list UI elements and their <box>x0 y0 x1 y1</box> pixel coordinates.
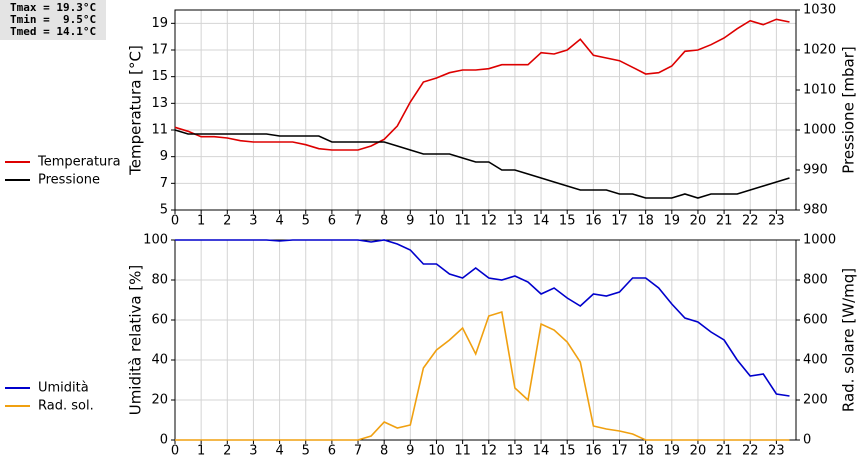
x-tick-label: 21 <box>716 444 733 459</box>
x-tick-label: 10 <box>428 214 445 229</box>
x-tick-label: 9 <box>406 444 414 459</box>
series-line <box>174 18 790 151</box>
y-tick-label: 17 <box>151 43 168 58</box>
y-tick-label: 15 <box>151 69 168 84</box>
x-tick-label: 0 <box>171 444 179 459</box>
x-tick-label: 13 <box>507 444 524 459</box>
series-line <box>174 129 790 199</box>
x-tick-label: 6 <box>328 444 336 459</box>
y2-tick-label: 800 <box>803 273 828 288</box>
x-tick-label: 15 <box>559 214 576 229</box>
y2-tick-label: 990 <box>803 163 828 178</box>
y-tick-label: 0 <box>160 433 168 448</box>
y-tick-label: 7 <box>160 176 168 191</box>
x-tick-label: 8 <box>380 214 388 229</box>
x-tick-label: 5 <box>302 214 310 229</box>
x-tick-label: 10 <box>428 444 445 459</box>
series-line <box>175 310 790 441</box>
y-tick-label: 20 <box>151 393 168 408</box>
y2-tick-label: 1000 <box>803 233 836 248</box>
x-tick-label: 1 <box>197 214 205 229</box>
x-tick-label: 21 <box>716 214 733 229</box>
y-tick-label: 11 <box>151 123 168 138</box>
x-tick-label: 17 <box>611 214 628 229</box>
stat-tmed: Tmed = 14.1°C <box>10 25 96 38</box>
y2-tick-label: 1000 <box>803 123 836 138</box>
x-tick-label: 23 <box>768 444 785 459</box>
x-tick-label: 3 <box>249 214 257 229</box>
plot-frame <box>174 9 797 211</box>
legend-label: Rad. sol. <box>38 399 94 414</box>
x-tick-label: 3 <box>249 444 257 459</box>
x-tick-label: 6 <box>328 214 336 229</box>
y2-tick-label: 1030 <box>803 3 836 18</box>
y-axis-label: Umidità relativa [%] <box>127 265 145 416</box>
x-tick-label: 12 <box>480 214 497 229</box>
y-tick-label: 9 <box>160 149 168 164</box>
y2-tick-label: 0 <box>803 433 811 448</box>
y-tick-label: 5 <box>160 203 168 218</box>
legend-label: Temperatura <box>37 155 121 170</box>
x-tick-label: 22 <box>742 444 759 459</box>
y2-tick-label: 600 <box>803 313 828 328</box>
y2-tick-label: 200 <box>803 393 828 408</box>
x-tick-label: 5 <box>302 444 310 459</box>
y2-tick-label: 400 <box>803 353 828 368</box>
y2-axis-label: Rad. solare [W/mq] <box>840 268 858 412</box>
x-tick-label: 4 <box>275 444 283 459</box>
x-tick-label: 17 <box>611 444 628 459</box>
stat-tmax: Tmax = 19.3°C <box>10 1 96 14</box>
x-tick-label: 8 <box>380 444 388 459</box>
stat-tmin: Tmin = 9.5°C <box>10 13 96 26</box>
x-tick-label: 14 <box>533 214 550 229</box>
x-tick-label: 20 <box>690 214 707 229</box>
x-tick-label: 7 <box>354 444 362 459</box>
y2-tick-label: 1020 <box>803 43 836 58</box>
x-tick-label: 13 <box>507 214 524 229</box>
y-tick-label: 19 <box>151 16 168 31</box>
x-tick-label: 19 <box>664 444 681 459</box>
x-tick-label: 7 <box>354 214 362 229</box>
y2-tick-label: 980 <box>803 203 828 218</box>
x-tick-label: 2 <box>223 444 231 459</box>
y-tick-label: 40 <box>151 353 168 368</box>
y-tick-label: 13 <box>151 96 168 111</box>
x-tick-label: 9 <box>406 214 414 229</box>
x-tick-label: 18 <box>637 444 654 459</box>
plot-frame <box>174 239 797 441</box>
y2-axis-label: Pressione [mbar] <box>840 46 858 174</box>
x-tick-label: 15 <box>559 444 576 459</box>
x-tick-label: 23 <box>768 214 785 229</box>
legend-label: Pressione <box>38 173 100 188</box>
x-tick-label: 1 <box>197 444 205 459</box>
stats-box <box>0 0 106 40</box>
x-tick-label: 12 <box>480 444 497 459</box>
x-tick-label: 22 <box>742 214 759 229</box>
y2-tick-label: 1010 <box>803 83 836 98</box>
y-tick-label: 100 <box>143 233 168 248</box>
x-tick-label: 20 <box>690 444 707 459</box>
x-tick-label: 11 <box>454 214 471 229</box>
y-tick-label: 80 <box>151 273 168 288</box>
x-tick-label: 14 <box>533 444 550 459</box>
x-tick-label: 0 <box>171 214 179 229</box>
series-line <box>175 239 790 397</box>
legend-label: Umidità <box>38 381 89 396</box>
y-tick-label: 60 <box>151 313 168 328</box>
x-tick-label: 16 <box>585 214 602 229</box>
y-axis-label: Temperatura [°C] <box>127 45 145 176</box>
x-tick-label: 16 <box>585 444 602 459</box>
x-tick-label: 2 <box>223 214 231 229</box>
x-tick-label: 19 <box>664 214 681 229</box>
x-tick-label: 4 <box>275 214 283 229</box>
x-tick-label: 18 <box>637 214 654 229</box>
x-tick-label: 11 <box>454 444 471 459</box>
